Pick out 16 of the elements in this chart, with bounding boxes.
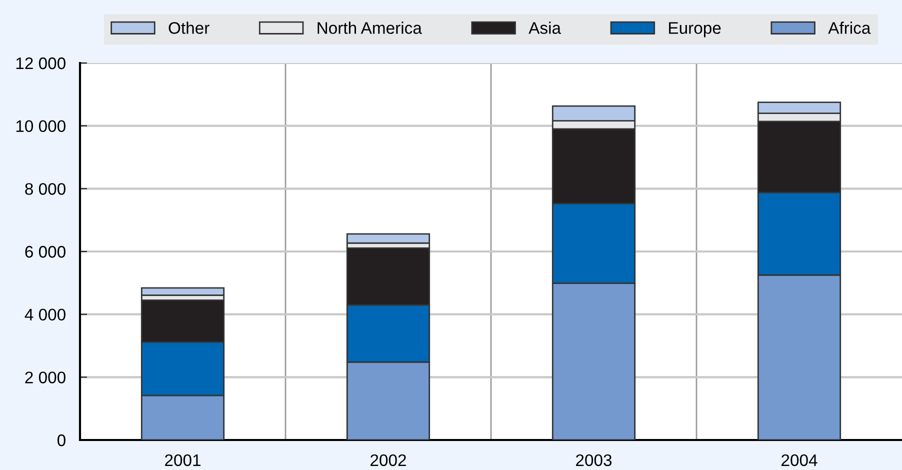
y-tick-label: 0 <box>57 434 66 446</box>
x-tick-label: 2001 <box>165 454 200 466</box>
legend-label: Asia <box>528 22 562 34</box>
x-tick-label: 2003 <box>576 454 612 466</box>
y-tick-label: 6 000 <box>25 246 66 258</box>
y-tick-label: 4 000 <box>24 308 66 321</box>
legend-label: Europe <box>669 22 721 38</box>
y-tick-label: 12 000 <box>16 57 66 70</box>
legend-label: North America <box>318 22 422 34</box>
y-tick-label: 8 000 <box>25 183 66 195</box>
x-tick-label: 2002 <box>370 454 406 466</box>
y-tick-label: 2 000 <box>25 372 66 384</box>
legend-label: Africa <box>828 22 871 34</box>
legend-label: Other <box>168 22 210 34</box>
y-tick-label: 10 000 <box>16 120 66 132</box>
x-tick-label: 2004 <box>782 454 818 466</box>
